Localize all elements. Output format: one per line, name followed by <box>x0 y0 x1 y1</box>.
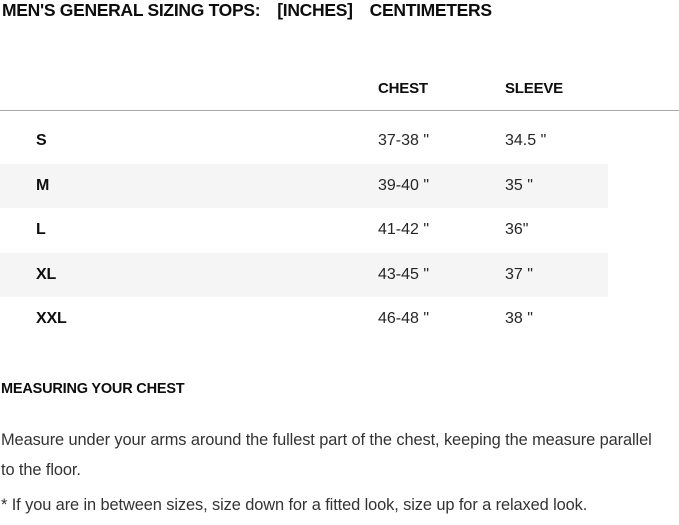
chest-value: 43-45 " <box>378 265 430 283</box>
chest-value: 46-48 " <box>378 310 430 328</box>
sleeve-value: 38 " <box>505 310 533 328</box>
chest-value: 39-40 " <box>378 176 430 194</box>
sleeve-value: 37 " <box>505 265 533 283</box>
table-row: M 39-40 " 35 " <box>0 163 608 208</box>
page-title: MEN'S GENERAL SIZING TOPS: <box>2 0 261 20</box>
size-label: XXL <box>36 310 67 328</box>
size-label: S <box>36 132 47 150</box>
size-label: M <box>36 176 50 194</box>
measuring-section-heading: MEASURING YOUR CHEST <box>1 381 185 397</box>
measuring-instructions: Measure under your arms around the fulle… <box>1 431 652 479</box>
unit-toggle-inches[interactable]: [INCHES] <box>277 0 353 20</box>
unit-toggle-centimeters[interactable]: CENTIMETERS <box>369 0 492 20</box>
size-label: L <box>36 221 46 239</box>
chest-value: 41-42 " <box>378 221 430 239</box>
sleeve-value: 36" <box>505 221 529 239</box>
table-row: L 41-42 " 36" <box>0 208 608 253</box>
page-title-row: MEN'S GENERAL SIZING TOPS: [INCHES] CENT… <box>2 0 492 21</box>
sleeve-value: 34.5 " <box>505 132 547 150</box>
table-row: XXL 46-48 " 38 " <box>0 297 608 342</box>
table-header-row: CHEST SLEEVE <box>0 80 679 111</box>
table-row: S 37-38 " 34.5 " <box>0 119 608 164</box>
sizing-footnote: * If you are in between sizes, size down… <box>1 496 588 514</box>
chest-value: 37-38 " <box>378 132 430 150</box>
sleeve-value: 35 " <box>505 176 533 194</box>
size-label: XL <box>36 265 57 283</box>
chest-column-header: CHEST <box>378 80 428 97</box>
table-row: XL 43-45 " 37 " <box>0 252 608 297</box>
sleeve-column-header: SLEEVE <box>505 80 563 97</box>
table-body: S 37-38 " 34.5 " M 39-40 " 35 " L 41-42 … <box>0 119 608 342</box>
